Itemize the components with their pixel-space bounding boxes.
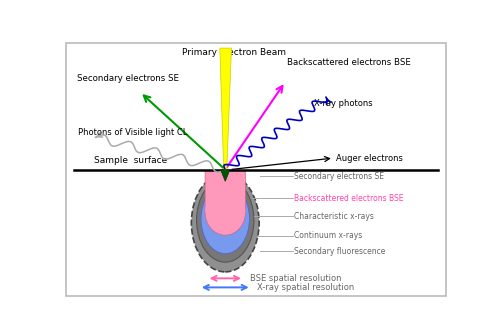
Polygon shape bbox=[205, 190, 246, 212]
Text: Continuum x-rays: Continuum x-rays bbox=[294, 231, 362, 240]
Polygon shape bbox=[205, 171, 246, 235]
Polygon shape bbox=[220, 48, 232, 170]
Text: Auger electrons: Auger electrons bbox=[336, 154, 402, 163]
Text: Secondary fluorescence: Secondary fluorescence bbox=[294, 247, 386, 256]
Text: Backscattered electrons BSE: Backscattered electrons BSE bbox=[294, 194, 404, 203]
Text: X-ray photons: X-ray photons bbox=[314, 99, 373, 108]
Text: Characteristic x-rays: Characteristic x-rays bbox=[294, 212, 374, 221]
Ellipse shape bbox=[192, 174, 259, 272]
Polygon shape bbox=[220, 170, 230, 181]
FancyBboxPatch shape bbox=[66, 43, 446, 296]
Text: Backscattered electrons BSE: Backscattered electrons BSE bbox=[287, 58, 411, 68]
Text: Secondary electrons SE: Secondary electrons SE bbox=[294, 172, 384, 181]
Text: Photons of Visible light CL: Photons of Visible light CL bbox=[78, 128, 188, 137]
Ellipse shape bbox=[196, 178, 254, 262]
Text: Primary electron Beam: Primary electron Beam bbox=[182, 48, 286, 57]
Ellipse shape bbox=[201, 184, 250, 254]
Text: Secondary electrons SE: Secondary electrons SE bbox=[78, 74, 180, 83]
Text: Sample  surface: Sample surface bbox=[94, 156, 167, 165]
Text: BSE spatial resolution: BSE spatial resolution bbox=[250, 274, 341, 283]
Text: X-ray spatial resolution: X-ray spatial resolution bbox=[258, 283, 354, 292]
